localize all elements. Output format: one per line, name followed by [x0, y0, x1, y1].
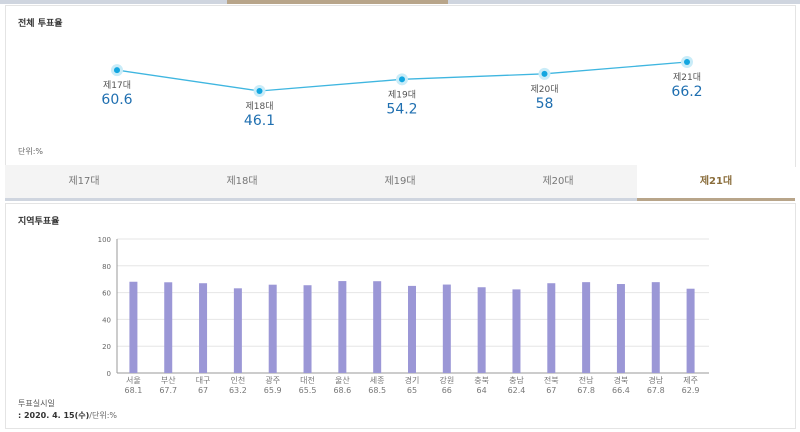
regional-title: 지역투표율 — [18, 217, 60, 227]
bar — [442, 284, 451, 373]
data-point — [541, 70, 548, 77]
regional-bar-chart: 020406080100서울68.1부산67.7대구67인천63.2광주65.9… — [98, 236, 709, 395]
bar — [477, 287, 486, 373]
bar — [547, 283, 556, 373]
point-value: 54.2 — [386, 101, 417, 117]
x-tick-label: 충북 — [474, 376, 489, 385]
x-tick-label: 인천 — [231, 375, 246, 385]
bar — [582, 282, 591, 373]
x-tick-label: 세종 — [370, 376, 385, 385]
y-tick-label: 100 — [98, 236, 111, 244]
regional-turnout-panel: 지역투표율 0 20 40 60 80 100 서울 68.1 부산 67.7 대구 67 인천 63.2… — [5, 203, 796, 429]
top-tab-active-indicator — [227, 0, 448, 4]
overall-title: 전체 투표율 — [18, 19, 63, 29]
data-point — [684, 59, 690, 65]
bar-value-label: 68.6 — [333, 386, 351, 395]
point-value: 46.1 — [244, 113, 275, 129]
x-tick-label: 경남 — [648, 375, 663, 385]
y-tick-label: 80 — [102, 263, 111, 271]
bar-value-label: 67.7 — [159, 386, 177, 395]
bar — [616, 284, 625, 373]
bar-value-label: 65 — [407, 386, 417, 395]
bar — [686, 288, 695, 373]
overall-turnout-panel: 전체 투표율 제17대 60.6 제18대 46.1 제19대 54.2 제20대 58 제21… — [5, 5, 796, 167]
tab-21[interactable]: 제21대 — [637, 165, 795, 201]
vote-date-unit: /단위:% — [89, 411, 117, 420]
point-label: 제17대 — [103, 80, 131, 91]
bar — [373, 281, 382, 373]
bar-value-label: 66.4 — [612, 386, 630, 395]
point-label: 제20대 — [530, 84, 558, 95]
x-tick-label: 충남 — [509, 376, 524, 385]
x-tick-label: 강원 — [439, 375, 454, 385]
point-label: 제19대 — [388, 89, 416, 100]
data-point — [114, 67, 120, 74]
bar-value-label: 64 — [477, 386, 487, 395]
bar — [651, 282, 660, 373]
bar — [338, 281, 347, 373]
bar-value-label: 68.1 — [125, 386, 143, 395]
tab-17[interactable]: 제17대 — [68, 176, 100, 187]
x-tick-label: 대구 — [196, 376, 211, 385]
x-tick-label: 제주 — [683, 376, 698, 385]
bar-value-label: 68.5 — [368, 386, 386, 395]
bar-value-label: 67.8 — [647, 386, 665, 395]
x-tick-label: 울산 — [335, 375, 350, 385]
point-value: 60.6 — [101, 92, 132, 108]
y-tick-label: 0 — [107, 370, 111, 378]
y-tick-label: 20 — [102, 343, 111, 351]
x-tick-label: 경북 — [614, 375, 629, 385]
bar-value-label: 62.4 — [508, 386, 526, 395]
data-point — [399, 76, 405, 83]
x-tick-label: 전북 — [544, 375, 559, 385]
y-tick-label: 40 — [102, 316, 111, 324]
bar — [408, 285, 416, 373]
vote-date-label: 투표실시일 — [18, 399, 55, 408]
bar-value-label: 63.2 — [229, 386, 247, 395]
bar — [199, 283, 208, 373]
bar — [129, 281, 138, 373]
bar-value-label: 67.8 — [577, 386, 595, 395]
x-tick-label: 경기 — [405, 375, 420, 385]
y-tick-label: 60 — [102, 290, 111, 298]
x-tick-label: 광주 — [265, 375, 280, 385]
x-tick-label: 전남 — [579, 375, 594, 385]
tab-19[interactable]: 제19대 — [384, 176, 416, 187]
data-point — [256, 88, 263, 94]
vote-date-value: : 2020. 4. 15(수) — [18, 411, 90, 420]
bar — [512, 289, 521, 373]
top-tab-strip — [0, 0, 800, 4]
x-tick-label: 부산 — [161, 375, 176, 385]
vote-date: : 2020. 4. 15(수)/단위:% — [18, 410, 117, 421]
x-tick-label: 서울 — [126, 376, 141, 385]
point-value: 58 — [536, 96, 554, 112]
tab-18[interactable]: 제18대 — [226, 176, 258, 187]
point-label: 제21대 — [673, 72, 701, 83]
x-tick-label: 대전 — [300, 375, 315, 385]
bar-value-label: 67 — [198, 386, 208, 395]
bar-value-label: 62.9 — [682, 386, 700, 395]
point-value: 66.2 — [671, 84, 702, 100]
overall-unit: 단위:% — [18, 147, 44, 156]
bar — [303, 285, 312, 373]
tab-20[interactable]: 제20대 — [542, 176, 574, 187]
bar-value-label: 66 — [442, 386, 452, 395]
bar — [164, 282, 173, 373]
bar — [233, 288, 242, 373]
bar-value-label: 65.5 — [299, 386, 317, 395]
bar — [268, 284, 277, 373]
point-label: 제18대 — [245, 101, 273, 112]
bar-value-label: 65.9 — [264, 386, 282, 395]
bar-value-label: 67 — [546, 386, 556, 395]
election-tabs: 제17대 제18대 제19대 제20대 제21대 — [5, 165, 795, 201]
